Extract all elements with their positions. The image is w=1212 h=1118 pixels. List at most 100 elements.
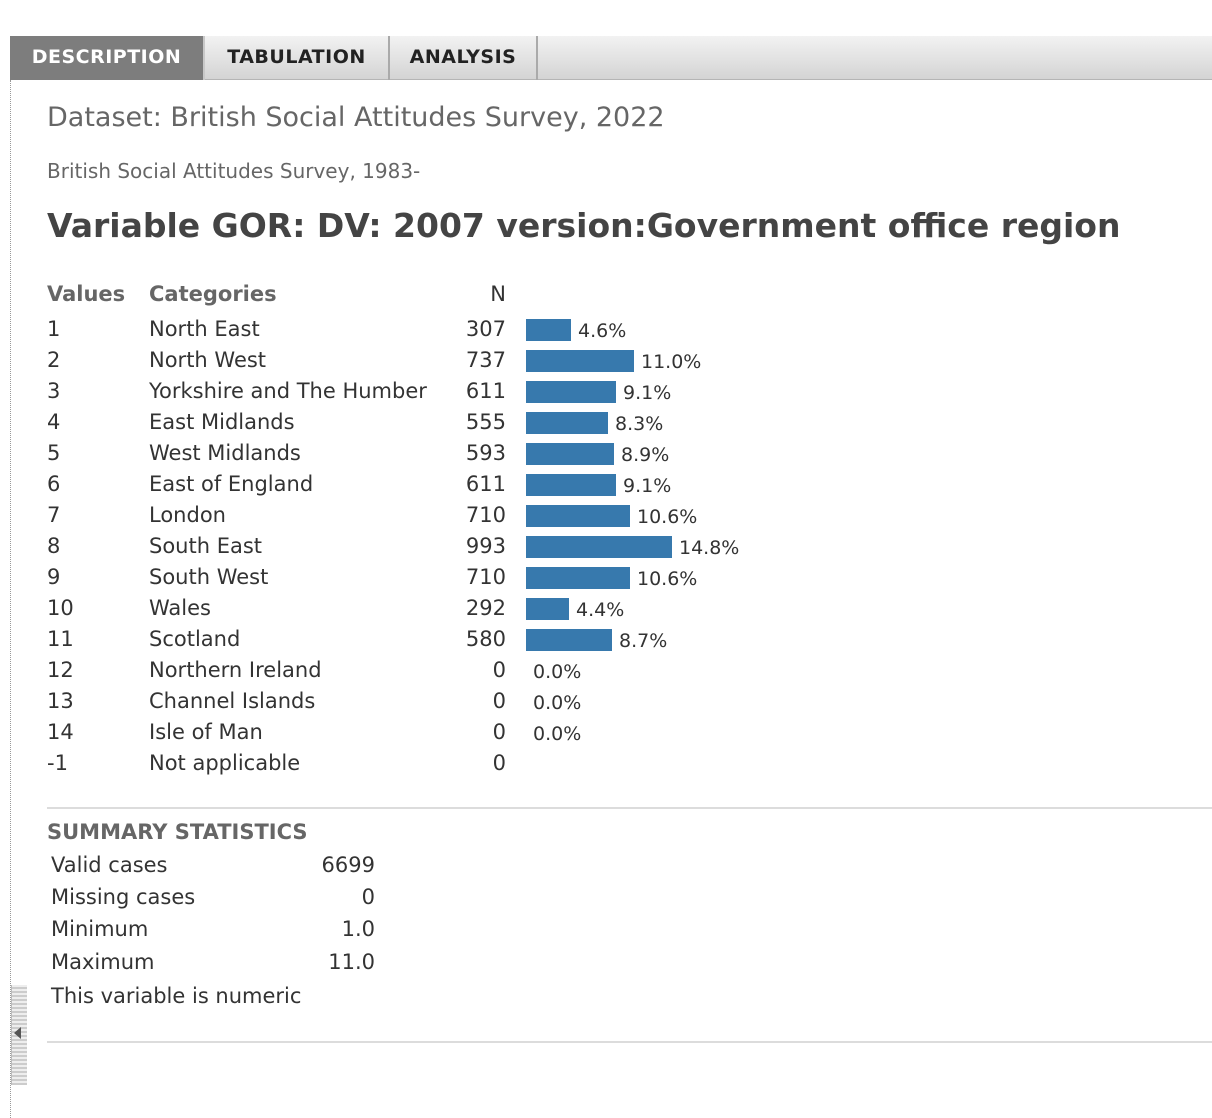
category-label: North West [149,348,267,372]
frequency-table: Values Categories N 1 North East 307 4.6% 2 N… [47,282,1047,782]
percent-label: 8.9% [621,444,670,466]
table-row: 6 East of England 611 9.1% [47,469,1047,500]
summary-value: 0 [361,885,375,909]
category-label: Not applicable [149,751,301,775]
table-row: 11 Scotland 580 8.7% [47,624,1047,655]
table-row: 14 Isle of Man 0 0.0% [47,717,1047,748]
percent-label: 10.6% [637,568,698,590]
collapse-arrow-icon[interactable] [14,1027,21,1039]
percent-label: 10.6% [637,506,698,528]
category-label: Isle of Man [149,720,263,744]
count-value: 993 [465,534,506,558]
percent-bar [526,412,608,434]
count-value: 307 [465,317,506,341]
count-value: 737 [465,348,506,372]
count-value: 555 [465,410,506,434]
category-label: East of England [149,472,314,496]
variable-title: Variable GOR: DV: 2007 version:Governmen… [47,206,1121,245]
percent-label: 9.1% [623,382,672,404]
percent-bar [526,350,634,372]
percent-bar [526,443,614,465]
dataset-title: Dataset: British Social Attitudes Survey… [47,102,665,133]
percent-bar [526,598,569,620]
table-row: 2 North West 737 11.0% [47,345,1047,376]
percent-label: 8.3% [615,413,664,435]
percent-label: 4.6% [578,320,627,342]
categories-header: Categories [149,282,277,306]
percent-bar [526,567,630,589]
percent-bar [526,536,672,558]
category-label: Yorkshire and The Humber [149,379,427,403]
category-label: West Midlands [149,441,301,465]
series-title: British Social Attitudes Survey, 1983- [47,159,421,183]
table-row: 1 North East 307 4.6% [47,314,1047,345]
table-row: 3 Yorkshire and The Humber 611 9.1% [47,376,1047,407]
tab-description[interactable]: DESCRIPTION [10,36,205,80]
category-label: Scotland [149,627,241,651]
count-value: 0 [492,689,506,713]
summary-value: 1.0 [341,917,375,941]
value-code: -1 [47,751,68,775]
percent-label: 9.1% [623,475,672,497]
count-value: 0 [492,720,506,744]
summary-label: Maximum [51,950,155,974]
table-row: 10 Wales 292 4.4% [47,593,1047,624]
count-value: 611 [465,472,506,496]
count-value: 0 [492,751,506,775]
value-code: 9 [47,565,61,589]
count-value: 710 [465,503,506,527]
left-panel-border [10,80,11,1118]
percent-bar [526,381,616,403]
count-value: 580 [465,627,506,651]
category-label: London [149,503,226,527]
value-code: 13 [47,689,74,713]
summary-value: 6699 [321,853,375,877]
category-label: Wales [149,596,211,620]
count-value: 710 [465,565,506,589]
summary-title: SUMMARY STATISTICS [47,820,308,844]
summary-label: Minimum [51,917,149,941]
table-row: 7 London 710 10.6% [47,500,1047,531]
table-row: 12 Northern Ireland 0 0.0% [47,655,1047,686]
count-value: 593 [465,441,506,465]
table-row: 8 South East 993 14.8% [47,531,1047,562]
table-row: 9 South West 710 10.6% [47,562,1047,593]
table-row: 5 West Midlands 593 8.9% [47,438,1047,469]
variable-type-note: This variable is numeric [51,984,302,1008]
percent-label: 0.0% [533,723,582,745]
percent-label: 14.8% [679,537,740,559]
percent-label: 8.7% [619,630,668,652]
summary-label: Missing cases [51,885,196,909]
tab-tabulation[interactable]: TABULATION [205,36,390,80]
value-code: 4 [47,410,61,434]
percent-bar [526,629,612,651]
category-label: Channel Islands [149,689,316,713]
category-label: South East [149,534,263,558]
category-label: Northern Ireland [149,658,322,682]
divider [47,807,1212,809]
count-value: 611 [465,379,506,403]
percent-label: 11.0% [641,351,702,373]
value-code: 14 [47,720,74,744]
value-code: 2 [47,348,61,372]
category-label: South West [149,565,269,589]
count-value: 292 [465,596,506,620]
percent-bar [526,505,630,527]
n-header: N [490,282,506,306]
percent-label: 0.0% [533,692,582,714]
percent-label: 0.0% [533,661,582,683]
tab-bar: DESCRIPTION TABULATION ANALYSIS [10,36,1212,80]
value-code: 11 [47,627,74,651]
value-code: 3 [47,379,61,403]
count-value: 0 [492,658,506,682]
value-code: 7 [47,503,61,527]
tab-analysis[interactable]: ANALYSIS [390,36,538,80]
value-code: 5 [47,441,61,465]
percent-label: 4.4% [576,599,625,621]
value-code: 10 [47,596,74,620]
percent-bar [526,474,616,496]
category-label: North East [149,317,260,341]
category-label: East Midlands [149,410,295,434]
table-row: 4 East Midlands 555 8.3% [47,407,1047,438]
table-row: -1 Not applicable 0 [47,748,1047,779]
